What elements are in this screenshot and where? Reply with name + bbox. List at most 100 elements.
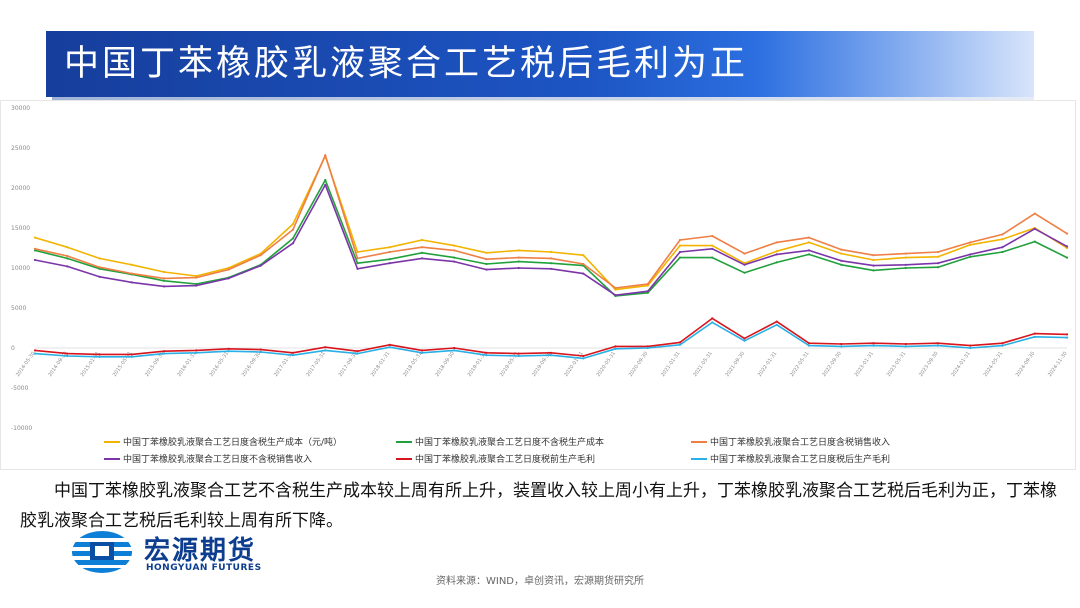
x-tick-label: 2023-05-31 xyxy=(886,351,908,378)
series-point xyxy=(582,272,585,275)
series-point xyxy=(711,247,714,250)
series-point xyxy=(1033,240,1036,243)
series-point xyxy=(936,262,940,265)
chart-area: 30000 25000 20000 15000 10000 5000 0 -5000 -1000… xyxy=(0,100,1076,470)
series-point xyxy=(614,294,617,297)
series-line-2 xyxy=(34,179,1068,297)
line-chart: 30000 25000 20000 15000 10000 5000 0 -5000 -1000… xyxy=(11,105,1069,465)
series-point xyxy=(356,267,359,270)
series-point xyxy=(485,251,488,254)
series-point xyxy=(1001,250,1004,254)
series-point xyxy=(872,344,875,347)
series-point xyxy=(453,346,456,350)
series-point xyxy=(678,341,682,344)
series-point xyxy=(969,241,972,244)
series-point xyxy=(872,269,875,272)
x-tick-label: 2020-09-30 xyxy=(628,351,650,378)
series-point xyxy=(582,254,585,257)
series-point xyxy=(162,285,166,288)
x-tick-label: 2018-09-30 xyxy=(434,351,456,378)
series-point xyxy=(582,354,585,358)
chart-legend: 中国丁苯橡胶乳液聚合工艺日度含税生产成本（元/吨） 中国丁苯橡胶乳液聚合工艺日度不… xyxy=(104,436,890,465)
series-point xyxy=(259,348,262,351)
series-point xyxy=(420,238,424,242)
series-point xyxy=(356,262,359,265)
logo-name-cn: 宏源期货 xyxy=(144,536,257,566)
series-point xyxy=(936,344,940,347)
series-point xyxy=(807,236,811,239)
series-point xyxy=(969,253,972,256)
series-point xyxy=(840,248,843,251)
series-point xyxy=(1065,336,1069,339)
series-point xyxy=(775,323,778,326)
series-point xyxy=(66,246,69,249)
series-point xyxy=(775,320,778,323)
series-point xyxy=(66,265,69,268)
series-point xyxy=(646,290,649,293)
series-point xyxy=(1001,342,1004,345)
x-tick-label: 2021-09-30 xyxy=(725,351,747,378)
y-tick-label: 20000 xyxy=(11,185,30,192)
series-point xyxy=(485,258,488,261)
series-point xyxy=(840,259,843,262)
series-point xyxy=(33,349,37,352)
series-point xyxy=(549,257,553,260)
series-point xyxy=(291,351,295,354)
series-point xyxy=(33,258,37,262)
series-point xyxy=(711,256,714,259)
series-point xyxy=(936,255,940,258)
series-point xyxy=(227,350,230,353)
series-point xyxy=(904,345,907,348)
x-tick-label: 2016-01-31 xyxy=(176,351,198,378)
series-point xyxy=(1065,333,1069,336)
series-point xyxy=(98,355,101,358)
legend-label: 中国丁苯橡胶乳液聚合工艺日度含税销售收入 xyxy=(710,436,890,448)
series-point xyxy=(743,252,746,255)
series-point xyxy=(807,253,811,256)
series-point xyxy=(291,354,295,357)
x-tick-label: 2017-05-31 xyxy=(305,351,327,378)
series-point xyxy=(711,321,714,324)
x-tick-label: 2023-09-30 xyxy=(918,351,940,378)
series-point xyxy=(743,263,746,266)
y-axis-ticks: 30000 25000 20000 15000 10000 5000 0 -5000 -1000… xyxy=(11,105,32,432)
series-point xyxy=(840,263,843,266)
y-tick-label: -10000 xyxy=(11,425,32,432)
series-point xyxy=(162,279,166,282)
x-tick-label: 2022-09-30 xyxy=(821,351,843,378)
series-point xyxy=(162,352,166,355)
x-tick-label: 2018-01-31 xyxy=(370,351,392,378)
x-tick-label: 2024-01-31 xyxy=(950,351,972,378)
series-point xyxy=(872,342,875,345)
series-point xyxy=(582,262,585,266)
x-tick-label: 2021-05-31 xyxy=(692,351,714,378)
series-point xyxy=(517,260,520,263)
series-point xyxy=(291,242,295,245)
slide-title: 中国丁苯橡胶乳液聚合工艺税后毛利为正 xyxy=(64,44,749,84)
series-point xyxy=(904,266,907,270)
series-point xyxy=(162,350,166,353)
series-point xyxy=(904,263,907,266)
series-point xyxy=(195,349,198,352)
series-point xyxy=(1033,227,1036,230)
series-line-5 xyxy=(34,317,1068,357)
series-point xyxy=(195,351,198,354)
series-point xyxy=(98,267,101,270)
summary-paragraph: 中国丁苯橡胶乳液聚合工艺不含税生产成本较上周有所上升，装置收入较上周小有上升，丁… xyxy=(20,481,1057,531)
series-point xyxy=(549,354,553,357)
legend-label: 中国丁苯橡胶乳液聚合工艺日度不含税生产成本 xyxy=(415,436,604,448)
title-banner: 中国丁苯橡胶乳液聚合工艺税后毛利为正 xyxy=(46,31,1034,97)
series-point xyxy=(517,249,520,252)
series-point xyxy=(485,354,488,357)
series-point xyxy=(388,343,391,346)
series-point xyxy=(66,354,69,358)
series-point xyxy=(453,260,456,263)
series-point xyxy=(130,263,133,266)
series-point xyxy=(33,236,37,239)
legend-label: 中国丁苯橡胶乳液聚合工艺日度不含税销售收入 xyxy=(123,453,312,465)
series-point xyxy=(969,344,972,347)
series-point xyxy=(388,258,391,261)
x-tick-label: 2022-01-31 xyxy=(757,351,779,378)
series-point xyxy=(453,249,456,252)
series-point xyxy=(743,337,746,340)
